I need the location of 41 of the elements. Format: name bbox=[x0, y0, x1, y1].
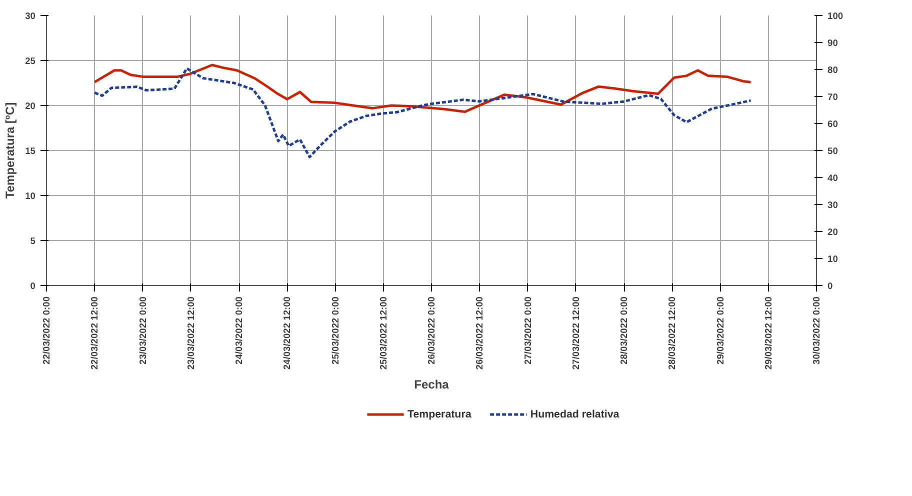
y-tick-label: 0 bbox=[30, 281, 36, 291]
y-tick-label: 15 bbox=[25, 146, 36, 156]
x-tick-label: 26/03/2022 12:00 bbox=[474, 296, 485, 370]
x-tick-label: 22/03/2022 0:00 bbox=[42, 296, 52, 364]
x-tick-label: 22/03/2022 12:00 bbox=[90, 296, 100, 370]
y2-tick-label: 80 bbox=[828, 65, 838, 75]
y2-tick-label: 100 bbox=[828, 11, 844, 21]
y2-tick-label: 10 bbox=[828, 254, 838, 264]
x-tick-label: 28/03/2022 12:00 bbox=[667, 296, 678, 370]
y2-tick-label: 30 bbox=[828, 200, 838, 210]
line-series bbox=[93, 67, 752, 158]
y2-tick-label: 40 bbox=[828, 173, 838, 183]
x-tick-label: 26/03/2022 0:00 bbox=[426, 296, 436, 364]
x-tick-label: 25/03/2022 0:00 bbox=[330, 296, 340, 364]
x-tick-label: 24/03/2022 12:00 bbox=[282, 296, 292, 370]
x-tick-label: 23/03/2022 12:00 bbox=[186, 296, 196, 370]
x-axis-title: Fecha bbox=[414, 378, 450, 392]
x-tick-label: 29/03/2022 0:00 bbox=[715, 296, 726, 364]
y-tick-label: 5 bbox=[30, 236, 36, 246]
y2-tick-label: 0 bbox=[828, 281, 833, 291]
y2-tick-label: 60 bbox=[828, 119, 838, 129]
x-tick-label: 27/03/2022 12:00 bbox=[570, 296, 581, 370]
legend-label: Humedad relativa bbox=[530, 408, 620, 420]
x-tick-label: 28/03/2022 0:00 bbox=[619, 296, 629, 364]
x-tick-label: 24/03/2022 0:00 bbox=[234, 296, 244, 364]
y-tick-label: 20 bbox=[25, 101, 36, 111]
y2-tick-label: 70 bbox=[828, 92, 838, 102]
legend-label: Temperatura bbox=[408, 408, 472, 420]
line-series bbox=[93, 64, 752, 114]
y-tick-label: 10 bbox=[25, 191, 36, 201]
x-tick-label: 25/03/2022 12:00 bbox=[378, 296, 388, 370]
y2-tick-label: 20 bbox=[828, 227, 838, 237]
x-tick-label: 29/03/2022 12:00 bbox=[763, 296, 774, 370]
y-tick-label: 30 bbox=[25, 11, 36, 21]
y-tick-label: 25 bbox=[25, 56, 36, 66]
x-tick-label: 30/03/2022 0:00 bbox=[812, 296, 822, 364]
x-tick-label: 23/03/2022 0:00 bbox=[138, 296, 148, 364]
y2-tick-label: 50 bbox=[828, 146, 838, 156]
y-axis-title: Temperatura [ºC] bbox=[3, 102, 18, 199]
x-tick-label: 27/03/2022 0:00 bbox=[522, 296, 533, 364]
y2-tick-label: 90 bbox=[828, 38, 838, 48]
